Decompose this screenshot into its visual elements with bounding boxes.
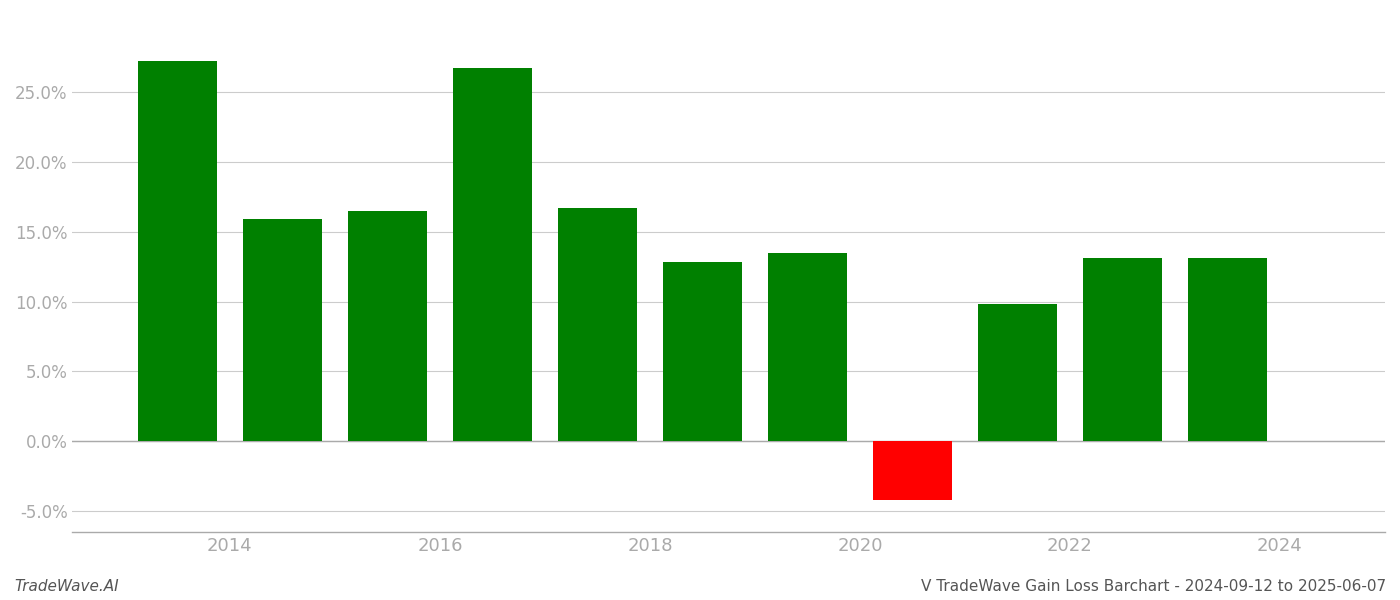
- Bar: [874, 441, 952, 500]
- Bar: [664, 262, 742, 441]
- Bar: [769, 253, 847, 441]
- Text: TradeWave.AI: TradeWave.AI: [14, 579, 119, 594]
- Bar: [454, 68, 532, 441]
- Bar: [1084, 258, 1162, 441]
- Bar: [979, 304, 1057, 441]
- Bar: [244, 219, 322, 441]
- Bar: [139, 61, 217, 441]
- Bar: [559, 208, 637, 441]
- Bar: [1189, 258, 1267, 441]
- Bar: [349, 211, 427, 441]
- Text: V TradeWave Gain Loss Barchart - 2024-09-12 to 2025-06-07: V TradeWave Gain Loss Barchart - 2024-09…: [921, 579, 1386, 594]
